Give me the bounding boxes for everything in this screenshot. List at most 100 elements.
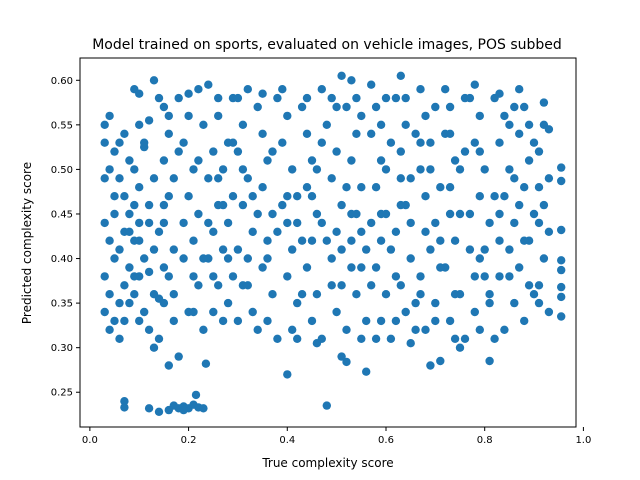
scatter-point: [376, 120, 386, 129]
scatter-point: [184, 89, 193, 98]
scatter-point: [436, 183, 445, 192]
scatter-point: [332, 227, 341, 236]
scatter-point: [371, 102, 381, 112]
scatter-point: [209, 307, 218, 317]
scatter-point: [159, 102, 169, 112]
scatter-point: [125, 209, 134, 219]
scatter-point: [520, 102, 529, 112]
scatter-point: [268, 209, 277, 219]
scatter-point: [332, 307, 341, 317]
scatter-point: [144, 218, 154, 228]
scatter-point: [283, 111, 292, 121]
scatter-point: [283, 218, 292, 228]
scatter-point: [524, 120, 534, 129]
scatter-point: [416, 165, 425, 174]
scatter-point: [293, 192, 302, 201]
scatter-point: [317, 85, 326, 94]
scatter-point: [218, 165, 228, 174]
scatter-point: [557, 176, 566, 186]
scatter-point: [159, 218, 169, 228]
scatter-point: [238, 120, 248, 129]
scatter-point: [515, 200, 524, 210]
scatter-point: [164, 405, 173, 415]
scatter-point: [184, 111, 193, 121]
scatter-point: [248, 227, 257, 236]
y-tick-label: 0.35: [51, 299, 73, 310]
scatter-point: [376, 236, 386, 245]
scatter-point: [135, 236, 144, 245]
scatter-point: [297, 102, 307, 112]
scatter-point: [120, 192, 129, 201]
scatter-point: [174, 352, 183, 361]
scatter-point: [149, 343, 159, 352]
y-tick-label: 0.55: [51, 120, 73, 131]
scatter-point: [431, 218, 440, 228]
scatter-point: [406, 174, 415, 183]
scatter-point: [253, 209, 262, 219]
scatter-point: [406, 218, 415, 228]
scatter-point: [115, 138, 124, 147]
scatter-point: [263, 156, 272, 165]
scatter-point: [253, 102, 262, 112]
scatter-point: [406, 339, 415, 348]
scatter-point: [135, 89, 144, 98]
scatter-point: [475, 254, 484, 263]
scatter-point: [544, 307, 554, 317]
scatter-point: [480, 272, 489, 281]
scatter-point: [228, 272, 238, 281]
scatter-point: [495, 138, 504, 147]
scatter-point: [495, 209, 504, 219]
scatter-point: [367, 129, 376, 138]
scatter-point: [490, 192, 499, 201]
scatter-point: [529, 209, 539, 219]
scatter-point: [243, 174, 252, 183]
scatter-point: [337, 200, 346, 210]
scatter-point: [214, 111, 223, 121]
scatter-point: [110, 316, 119, 326]
scatter-point: [381, 165, 391, 174]
scatter-point: [204, 174, 213, 183]
scatter-point: [189, 165, 198, 174]
scatter-point: [352, 290, 361, 299]
scatter-point: [524, 156, 534, 165]
scatter-point: [450, 334, 460, 343]
scatter-point: [288, 325, 297, 334]
scatter-point: [327, 281, 336, 290]
scatter-point: [135, 218, 144, 228]
scatter-point: [223, 298, 233, 308]
scatter-point: [544, 174, 554, 183]
scatter-point: [362, 367, 371, 376]
scatter-point: [391, 316, 401, 326]
scatter-point: [465, 245, 475, 254]
scatter-point: [396, 200, 405, 210]
scatter-point: [396, 147, 405, 156]
scatter-point: [144, 325, 154, 334]
scatter-point: [455, 165, 465, 174]
scatter-point: [110, 147, 119, 156]
scatter-point: [312, 165, 322, 174]
scatter-point: [243, 281, 252, 290]
scatter-point: [159, 298, 169, 308]
scatter-point: [204, 218, 213, 228]
scatter-point: [401, 307, 410, 317]
scatter-point: [391, 227, 401, 236]
scatter-point: [515, 85, 524, 94]
scatter-point: [164, 192, 173, 201]
scatter-point: [470, 307, 479, 317]
scatter-point: [460, 93, 470, 103]
scatter-point: [302, 129, 312, 138]
scatter-point: [218, 316, 228, 326]
scatter-point: [248, 192, 257, 201]
scatter-point: [557, 256, 566, 265]
scatter-point: [130, 272, 139, 281]
scatter-point: [154, 334, 164, 343]
scatter-point: [125, 263, 134, 272]
scatter-point: [534, 281, 544, 290]
scatter-point: [332, 147, 341, 156]
scatter-point: [179, 405, 188, 415]
scatter-point: [243, 254, 252, 263]
scatter-point: [396, 281, 405, 290]
y-tick-label: 0.45: [51, 209, 73, 220]
scatter-point: [534, 183, 544, 192]
scatter-point: [297, 236, 307, 245]
